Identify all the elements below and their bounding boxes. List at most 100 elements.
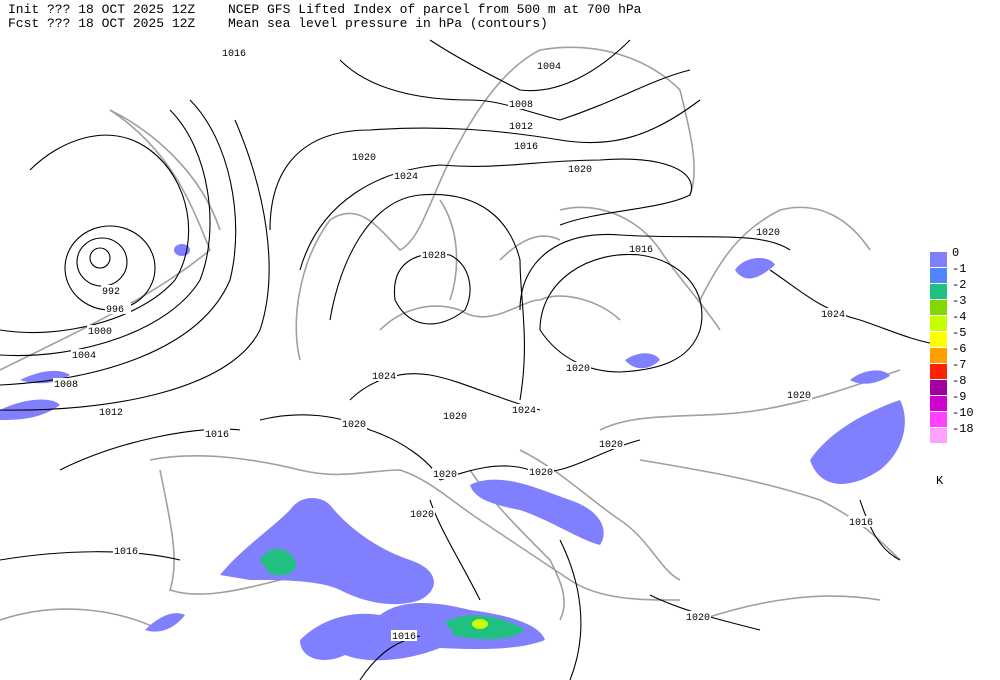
contour-label: 1020 [352, 153, 376, 164]
legend-swatch [930, 268, 947, 283]
contour-label: 1020 [568, 165, 592, 176]
contour-label-bg [371, 370, 397, 381]
coastlines [0, 46, 901, 631]
contour-label-bg [351, 151, 377, 162]
contour-label-bg [528, 466, 554, 477]
contour-label-bg [432, 468, 458, 479]
contour-label-bg [221, 47, 247, 58]
contour-label-bg [105, 303, 131, 314]
legend-label: -5 [952, 326, 966, 340]
legend-swatch [930, 252, 947, 267]
contour-label-bg [204, 428, 230, 439]
legend-label: -9 [952, 390, 966, 404]
legend-label: -2 [952, 278, 966, 292]
contour-label-bg [755, 226, 781, 237]
legend-swatch [930, 412, 947, 427]
contour-label: 1020 [787, 391, 811, 402]
subtitle-line: Mean sea level pressure in hPa (contours… [228, 16, 548, 31]
contour-label: 1012 [509, 122, 533, 133]
contour-label-bg [98, 406, 124, 417]
contour-label-bg [87, 325, 113, 336]
contour-label-bg [71, 349, 97, 360]
contour-label-bg [508, 120, 534, 131]
contour-label-bg [53, 378, 79, 389]
legend-swatch [930, 380, 947, 395]
contour-label-bg [421, 249, 447, 260]
contour-label-bg [685, 611, 711, 622]
contour-label-bg [513, 140, 539, 151]
contour-label: 1008 [509, 100, 533, 111]
legend-swatch [930, 332, 947, 347]
contour-label: 1020 [529, 468, 553, 479]
contour-label: 1024 [372, 372, 396, 383]
contour-label: 1000 [88, 327, 112, 338]
contour-label: 1020 [342, 420, 366, 431]
legend-label: -6 [952, 342, 966, 356]
contour-label: 1012 [99, 408, 123, 419]
contour-label: 1020 [433, 470, 457, 481]
contour-label: 1016 [222, 49, 246, 60]
legend-swatch [930, 284, 947, 299]
contour-label: 1016 [114, 547, 138, 558]
li-shading [0, 244, 905, 661]
contour-label: 1020 [599, 440, 623, 451]
contour-label: 1004 [72, 351, 96, 362]
contour-label: 1024 [512, 406, 536, 417]
legend-label: -10 [952, 406, 974, 420]
contour-label-bg [565, 362, 591, 373]
contour-label: 1016 [392, 632, 416, 643]
contour-label-bg [848, 516, 874, 527]
contour-label-bg [409, 508, 435, 519]
contour-label-bg [511, 404, 537, 415]
contour-labels: 1016 1004 1008 1012 1016 1020 1020 1024 1028 992 9… [53, 47, 874, 643]
legend-swatch [930, 316, 947, 331]
contour-label-bg [442, 410, 468, 421]
contour-label: 1020 [566, 364, 590, 375]
contour-label: 1020 [443, 412, 467, 423]
contour-label-bg [391, 630, 417, 641]
contour-label: 1004 [537, 62, 561, 73]
contour-label: 1020 [686, 613, 710, 624]
contour-label: 996 [106, 305, 124, 316]
legend-label: -7 [952, 358, 966, 372]
contour-label: 1024 [821, 310, 845, 321]
legend-label: -1 [952, 262, 966, 276]
contour-label-bg [598, 438, 624, 449]
forecast-line: Fcst ??? 18 OCT 2025 12Z [8, 16, 195, 31]
legend-label: -4 [952, 310, 966, 324]
contour-label-bg [628, 243, 654, 254]
contour-label: 1016 [514, 142, 538, 153]
contour-label-bg [786, 389, 812, 400]
contour-label: 1024 [394, 172, 418, 183]
contour-label-bg [508, 98, 534, 109]
legend-swatch [930, 348, 947, 363]
legend-unit: K [936, 474, 944, 488]
legend-swatch [930, 428, 947, 443]
legend-label: -18 [952, 422, 974, 436]
legend-label: -8 [952, 374, 966, 388]
legend-swatch [930, 396, 947, 411]
contour-label: 1020 [756, 228, 780, 239]
contour-label-bg [101, 285, 127, 296]
contour-label-bg [113, 545, 139, 556]
isobars [0, 39, 941, 680]
legend-swatch [930, 300, 947, 315]
contour-label-bg [536, 60, 562, 71]
contour-label: 1016 [849, 518, 873, 529]
contour-label: 1008 [54, 380, 78, 391]
contour-label: 1028 [422, 251, 446, 262]
init-line: Init ??? 18 OCT 2025 12Z [8, 2, 195, 17]
contour-label: 1016 [205, 430, 229, 441]
contour-label-bg [567, 163, 593, 174]
contour-label-bg [393, 170, 419, 181]
contour-label: 1020 [410, 510, 434, 521]
legend-swatch [930, 364, 947, 379]
contour-label: 992 [102, 287, 120, 298]
legend-label: -3 [952, 294, 966, 308]
contour-label-bg [820, 308, 846, 319]
contour-label-bg [341, 418, 367, 429]
contour-label: 1016 [629, 245, 653, 256]
title-line: NCEP GFS Lifted Index of parcel from 500… [228, 2, 642, 17]
